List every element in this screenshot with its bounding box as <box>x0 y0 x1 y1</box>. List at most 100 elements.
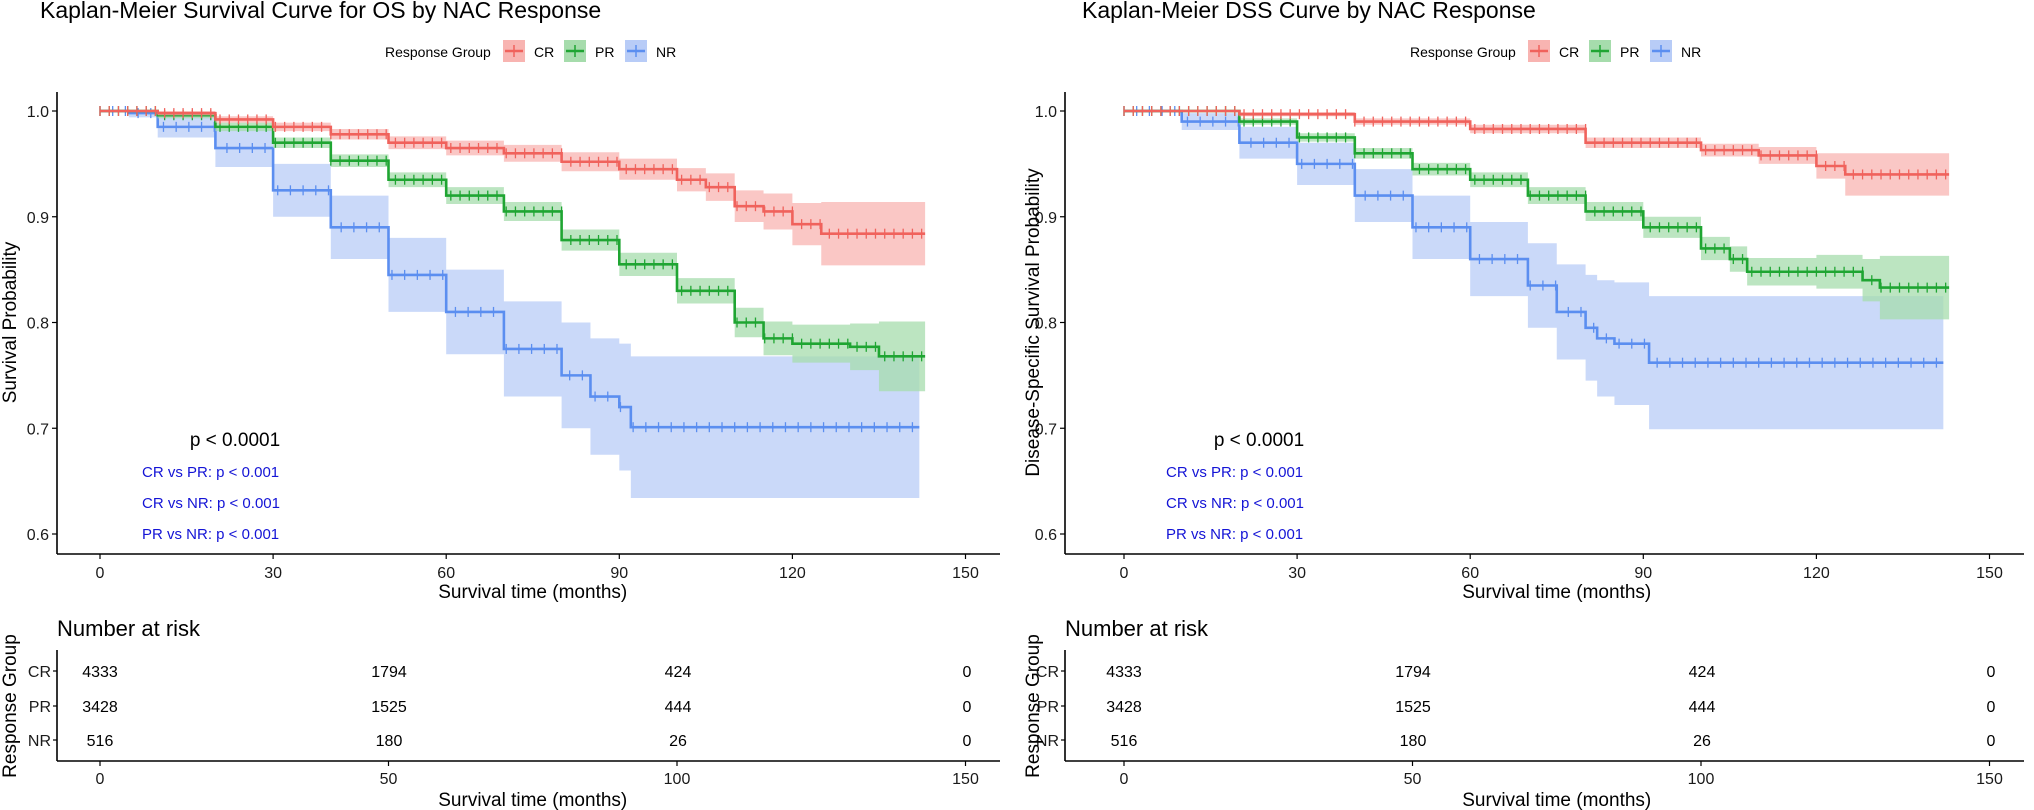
x-tick-label: 60 <box>1461 565 1479 582</box>
legend-item-nr: NR <box>1650 40 1701 62</box>
risk-x-axis-title: Survival time (months) <box>438 790 627 810</box>
risk-x-tick-label: 50 <box>380 771 398 788</box>
series-nr <box>99 106 920 499</box>
risk-table: Number at risk CR 4333 1794 424 0 PR 3428 1525 44… <box>1023 616 2024 810</box>
pairwise-pvalue: CR vs PR: p < 0.001 <box>142 464 279 481</box>
km-panel-dss: Kaplan-Meier DSS Curve by NAC Response Re… <box>1023 0 2024 810</box>
risk-count: 444 <box>1689 699 1716 716</box>
risk-count: 1794 <box>371 664 407 681</box>
risk-count: 26 <box>669 733 687 750</box>
x-tick-label: 90 <box>610 565 628 582</box>
y-tick-label: 0.6 <box>27 527 49 544</box>
y-axis-title: Survival Probability <box>0 241 21 403</box>
legend-item-cr: CR <box>503 40 554 62</box>
risk-row-label-cr: CR <box>1036 664 1059 681</box>
x-tick-label: 120 <box>779 565 806 582</box>
legend-item-pr: PR <box>564 40 614 62</box>
logrank-pvalue: p < 0.0001 <box>1214 430 1304 451</box>
legend-item-pr: PR <box>1589 40 1639 62</box>
survival-curve-pr <box>1124 109 1950 289</box>
y-tick-label: 1.0 <box>1035 104 1057 121</box>
y-tick-label: 0.9 <box>1035 210 1057 227</box>
x-axis-title: Survival time (months) <box>1462 582 1651 603</box>
risk-row-label-cr: CR <box>28 664 51 681</box>
x-tick-label: 0 <box>96 565 105 582</box>
y-tick-label: 0.8 <box>27 316 49 333</box>
legend-title: Response Group <box>385 44 491 60</box>
legend: Response Group CR PR NR <box>385 40 676 62</box>
risk-count: 1525 <box>1395 699 1431 716</box>
x-tick-label: 150 <box>952 565 979 582</box>
risk-count: 4333 <box>1106 664 1142 681</box>
risk-count: 3428 <box>1106 699 1142 716</box>
legend-label-nr: NR <box>656 44 676 60</box>
chart-title: Kaplan-Meier Survival Curve for OS by NA… <box>40 0 601 23</box>
risk-x-tick-label: 150 <box>952 771 979 788</box>
y-axis-title: Disease-Specific Survival Probability <box>1023 168 1044 477</box>
legend-title: Response Group <box>1410 44 1516 60</box>
risk-count: 3428 <box>82 699 118 716</box>
y-tick-label: 0.7 <box>27 421 49 438</box>
pairwise-pvalue: CR vs NR: p < 0.001 <box>142 495 280 512</box>
risk-row-label-pr: PR <box>29 699 51 716</box>
risk-table-title: Number at risk <box>57 616 201 641</box>
series-cr <box>1123 106 1950 196</box>
legend-label-pr: PR <box>595 44 614 60</box>
risk-count: 0 <box>963 664 972 681</box>
risk-x-axis-title: Survival time (months) <box>1462 790 1651 810</box>
risk-x-tick-label: 50 <box>1404 771 1422 788</box>
risk-table: Number at risk CR 4333 1794 424 0 PR 3428 1525 44… <box>0 616 1000 810</box>
km-panel-os: Kaplan-Meier Survival Curve for OS by NA… <box>0 0 1000 810</box>
x-tick-label: 90 <box>1634 565 1652 582</box>
risk-y-axis-title: Response Group <box>0 634 21 778</box>
risk-x-tick-label: 150 <box>1976 771 2003 788</box>
legend: Response Group CR PR NR <box>1410 40 1701 62</box>
risk-row-label-nr: NR <box>1036 733 1059 750</box>
legend-item-cr: CR <box>1528 40 1579 62</box>
risk-row-label-nr: NR <box>28 733 51 750</box>
risk-count: 1525 <box>371 699 407 716</box>
y-tick-label: 1.0 <box>27 104 49 121</box>
survival-curve-nr <box>1124 109 1944 364</box>
risk-count: 1794 <box>1395 664 1431 681</box>
x-tick-label: 0 <box>1120 565 1129 582</box>
risk-count: 424 <box>665 664 692 681</box>
legend-label-cr: CR <box>534 44 554 60</box>
chart-title: Kaplan-Meier DSS Curve by NAC Response <box>1082 0 1536 23</box>
legend-label-nr: NR <box>1681 44 1701 60</box>
ci-band-nr <box>1124 111 1944 430</box>
pairwise-pvalue: CR vs NR: p < 0.001 <box>1166 495 1304 512</box>
risk-x-tick-label: 0 <box>1120 771 1129 788</box>
risk-count: 0 <box>1987 699 1996 716</box>
ci-band-pr <box>1124 111 1950 320</box>
legend-label-pr: PR <box>1620 44 1639 60</box>
risk-x-tick-label: 100 <box>1688 771 1715 788</box>
y-tick-label: 0.6 <box>1035 527 1057 544</box>
risk-count: 180 <box>376 733 403 750</box>
y-tick-label: 0.9 <box>27 210 49 227</box>
series-cr <box>99 106 926 266</box>
risk-y-axis-title: Response Group <box>1023 634 1044 778</box>
x-tick-label: 30 <box>1288 565 1306 582</box>
risk-table-title: Number at risk <box>1065 616 1209 641</box>
ci-band-nr <box>100 111 920 499</box>
x-tick-label: 60 <box>437 565 455 582</box>
x-tick-label: 120 <box>1803 565 1830 582</box>
risk-x-tick-label: 0 <box>96 771 105 788</box>
risk-count: 424 <box>1689 664 1716 681</box>
legend-item-nr: NR <box>625 40 676 62</box>
pairwise-pvalue: PR vs NR: p < 0.001 <box>1166 526 1303 543</box>
y-tick-label: 0.7 <box>1035 421 1057 438</box>
risk-count: 0 <box>1987 733 1996 750</box>
risk-row-label-pr: PR <box>1037 699 1059 716</box>
ci-band-cr <box>100 111 926 266</box>
y-tick-label: 0.8 <box>1035 316 1057 333</box>
risk-count: 4333 <box>82 664 118 681</box>
pairwise-pvalue: PR vs NR: p < 0.001 <box>142 526 279 543</box>
risk-count: 0 <box>963 733 972 750</box>
survival-curve-cr <box>1124 109 1950 176</box>
risk-count: 0 <box>1987 664 1996 681</box>
x-tick-label: 150 <box>1976 565 2003 582</box>
risk-x-tick-label: 100 <box>664 771 691 788</box>
risk-count: 0 <box>963 699 972 716</box>
